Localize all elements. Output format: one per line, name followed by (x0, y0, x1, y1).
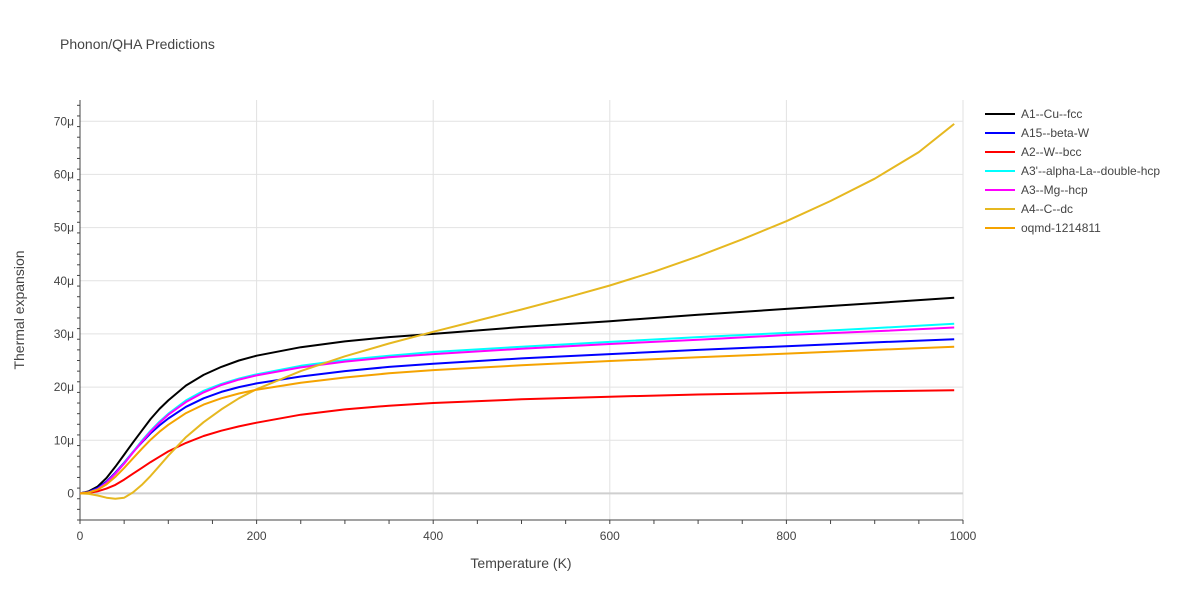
x-tick-label: 400 (423, 529, 443, 543)
legend-swatch (985, 169, 1015, 172)
y-axis-title: Thermal expansion (11, 250, 27, 369)
legend-swatch (985, 207, 1015, 210)
x-axis-title: Temperature (K) (470, 555, 571, 571)
y-tick-label: 20μ (54, 380, 74, 394)
legend-label: A4--C--dc (1021, 201, 1074, 216)
legend-item[interactable]: A3'--alpha-La--double-hcp (985, 161, 1160, 180)
legend-label: oqmd-1214811 (1021, 220, 1101, 235)
grid (80, 100, 964, 520)
legend-item[interactable]: A4--C--dc (985, 199, 1160, 218)
axis-ticks: 0 200 400 600 800 1000 0 10μ 20μ 30μ 40μ 50μ 60μ 70μ (54, 100, 977, 543)
series-line (79, 326, 955, 495)
legend-swatch (985, 112, 1015, 115)
legend-swatch (985, 188, 1015, 191)
legend-label: A3--Mg--hcp (1021, 182, 1088, 197)
series-line (79, 123, 955, 500)
legend-item[interactable]: A1--Cu--fcc (985, 104, 1160, 123)
x-tick-label: 600 (600, 529, 620, 543)
legend-item[interactable]: oqmd-1214811 (985, 218, 1160, 237)
y-tick-label: 0 (67, 486, 74, 500)
legend-label: A3'--alpha-La--double-hcp (1021, 163, 1161, 178)
y-tick-label: 50μ (54, 221, 74, 235)
y-tick-label: 60μ (54, 167, 74, 181)
legend-label: A2--W--bcc (1021, 144, 1082, 159)
x-tick-label: 0 (77, 529, 84, 543)
legend-label: A15--beta-W (1021, 125, 1090, 140)
legend-label: A1--Cu--fcc (1021, 106, 1083, 121)
x-tick-label: 1000 (950, 529, 977, 543)
y-tick-label: 70μ (54, 114, 74, 128)
legend-swatch (985, 226, 1015, 229)
legend-item[interactable]: A2--W--bcc (985, 142, 1160, 161)
x-tick-label: 800 (776, 529, 796, 543)
series-line (79, 345, 955, 495)
series-line (79, 296, 955, 495)
x-tick-label: 200 (247, 529, 267, 543)
series-lines (79, 123, 955, 500)
legend-swatch (985, 131, 1015, 134)
legend-item[interactable]: A3--Mg--hcp (985, 180, 1160, 199)
series-line (79, 389, 955, 495)
chart-title: Phonon/QHA Predictions (60, 36, 215, 52)
y-tick-label: 10μ (54, 433, 74, 447)
legend: A1--Cu--fcc A15--beta-W A2--W--bcc A3'--alp… (985, 104, 1160, 237)
y-tick-label: 30μ (54, 327, 74, 341)
legend-item[interactable]: A15--beta-W (985, 123, 1160, 142)
y-tick-label: 40μ (54, 274, 74, 288)
legend-swatch (985, 150, 1015, 153)
